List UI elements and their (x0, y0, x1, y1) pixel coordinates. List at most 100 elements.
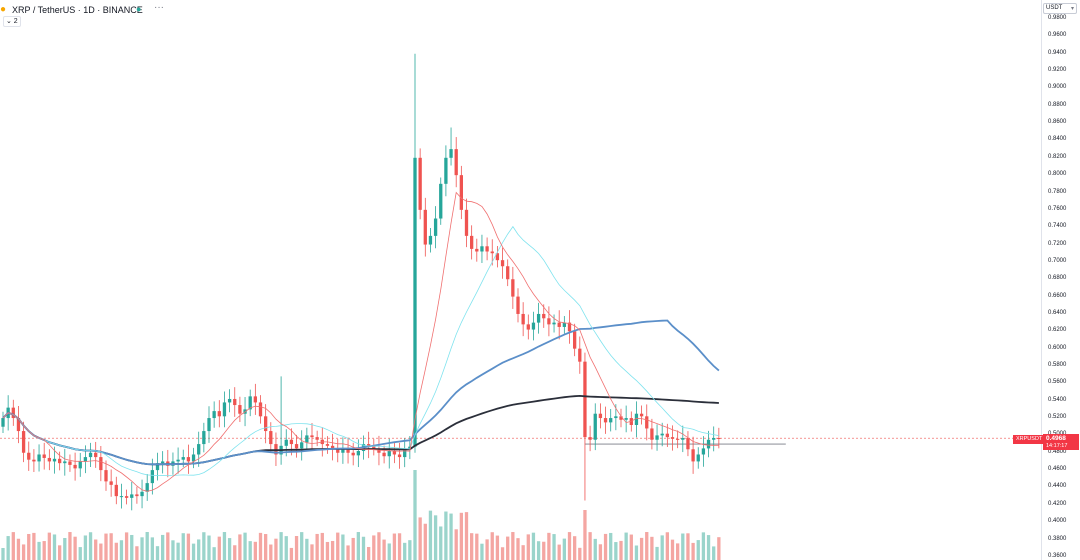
volume-bar (346, 545, 350, 560)
y-tick-label: 0.7000 (1048, 257, 1067, 264)
candle-body (124, 496, 129, 498)
volume-bar (119, 540, 124, 560)
volume-bar (454, 529, 458, 560)
candle-body (387, 451, 391, 457)
volume-bar (171, 540, 175, 560)
candle-body (567, 322, 572, 332)
volume-bar (217, 536, 221, 560)
candle-body (557, 322, 561, 327)
candle-body (269, 431, 273, 445)
candle-body (717, 438, 721, 440)
price-chart[interactable] (0, 0, 1040, 560)
volume-bar (485, 539, 489, 560)
y-tick-label: 0.4400 (1048, 483, 1067, 490)
price-axis[interactable]: 0.9800 0.9600 0.9400 0.9200 0.9000 0.8800 0.86… (1041, 0, 1080, 560)
candle-body (614, 416, 618, 419)
collapse-indicators-button[interactable]: ⌄ 2 (3, 16, 21, 27)
volume-bars (1, 470, 721, 560)
volume-bar (444, 511, 448, 560)
candle-body (238, 405, 242, 414)
candle-body (706, 439, 711, 449)
candle-body (351, 452, 355, 456)
candle-body (650, 428, 654, 440)
volume-bar (361, 536, 366, 560)
candle-body (202, 431, 206, 445)
y-tick-label: 0.6600 (1048, 292, 1067, 299)
volume-bar (109, 533, 113, 560)
candle-body (578, 348, 582, 362)
candle-body (413, 157, 417, 447)
candle-body (639, 413, 644, 417)
volume-bar (593, 538, 597, 560)
candle-body (470, 235, 474, 249)
candle-body (495, 253, 500, 261)
volume-bar (712, 546, 716, 560)
chart-title[interactable]: XRP / TetherUS · 1D · BINANCE (12, 5, 143, 15)
volume-bar (403, 542, 407, 560)
candle-body (42, 454, 46, 458)
symbol-price-tag: XRPUSDT (1013, 435, 1046, 444)
volume-bar (238, 534, 242, 560)
y-tick-label: 0.6400 (1048, 309, 1067, 316)
volume-bar (356, 532, 360, 560)
candle-body (712, 438, 716, 440)
y-tick-label: 0.7400 (1048, 223, 1067, 230)
volume-bar (531, 532, 536, 560)
y-tick-label: 0.8800 (1048, 101, 1067, 108)
candle-body (603, 418, 608, 423)
volume-bar (464, 512, 469, 560)
volume-bar (433, 515, 438, 560)
volume-bar (248, 541, 252, 560)
candle-body (511, 279, 515, 297)
candle-body (63, 461, 67, 464)
volume-bar (701, 532, 706, 560)
candle-body (88, 452, 93, 458)
candle-body (336, 448, 340, 453)
volume-bar (624, 532, 628, 560)
candle-body (552, 322, 556, 325)
candle-body (253, 396, 257, 403)
more-options-button[interactable]: ··· (154, 2, 164, 13)
candle-body (150, 470, 154, 484)
candle-body (1, 418, 5, 427)
candle-body (655, 435, 659, 440)
candle-body (392, 451, 397, 455)
volume-bar (567, 532, 572, 560)
y-tick-label: 0.7600 (1048, 205, 1067, 212)
y-tick-label: 0.3800 (1048, 535, 1067, 542)
candle-body (634, 413, 639, 425)
candle-body (284, 439, 288, 446)
candle-body (444, 157, 448, 184)
candle-body (197, 444, 201, 455)
candle-body (140, 491, 144, 497)
volume-bar (181, 533, 185, 560)
candle-body (68, 461, 72, 465)
chart-header: ● XRP / TetherUS · 1D · BINANCE ● ··· (0, 0, 1040, 30)
volume-bar (681, 533, 685, 560)
volume-bar (16, 538, 21, 560)
candle-body (78, 461, 82, 469)
candle-body (645, 416, 649, 429)
candle-body (21, 431, 26, 453)
volume-bar (526, 534, 530, 560)
candle-body (480, 246, 484, 252)
volume-bar (78, 547, 82, 560)
volume-bar (634, 545, 639, 560)
candle-body (264, 416, 268, 432)
currency-selector[interactable]: USDT ▾ (1043, 3, 1077, 14)
volume-bar (104, 533, 108, 560)
candle-body (676, 438, 680, 440)
candle-body (186, 457, 191, 462)
volume-bar (315, 533, 319, 560)
volume-bar (63, 538, 67, 560)
volume-bar (392, 533, 397, 560)
candle-body (464, 209, 469, 236)
candle-body (310, 435, 314, 438)
volume-bar (166, 532, 170, 560)
candle-body (475, 248, 479, 252)
volume-bar (161, 534, 165, 560)
candle-body (176, 459, 180, 462)
candle-body (696, 454, 700, 462)
currency-label: USDT (1046, 5, 1063, 11)
candle-body (531, 322, 536, 330)
